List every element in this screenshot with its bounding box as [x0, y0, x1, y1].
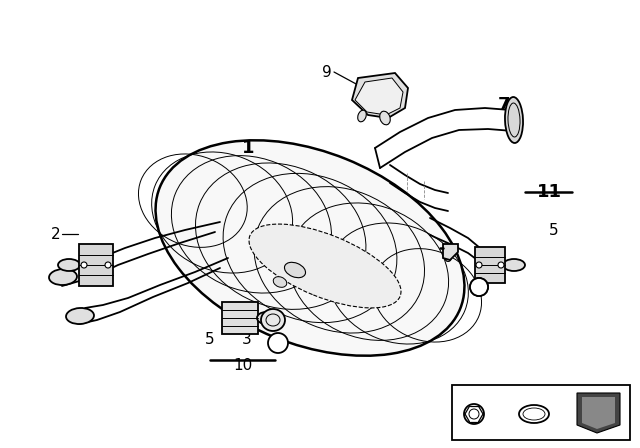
- Text: 4: 4: [456, 426, 464, 439]
- Ellipse shape: [358, 110, 366, 122]
- Ellipse shape: [505, 97, 523, 143]
- Text: 2: 2: [51, 227, 60, 241]
- Text: 9: 9: [323, 65, 332, 79]
- Bar: [79, 244, 113, 286]
- Ellipse shape: [156, 140, 465, 356]
- Bar: [222, 302, 258, 334]
- Text: 5: 5: [205, 332, 215, 348]
- Polygon shape: [582, 397, 615, 429]
- Ellipse shape: [58, 259, 80, 271]
- Ellipse shape: [273, 277, 287, 287]
- Ellipse shape: [503, 259, 525, 271]
- Text: 11: 11: [536, 183, 561, 201]
- Ellipse shape: [261, 309, 285, 331]
- Ellipse shape: [476, 262, 482, 268]
- Text: 3: 3: [242, 332, 252, 348]
- Ellipse shape: [380, 111, 390, 125]
- Text: 4: 4: [475, 280, 483, 293]
- Text: 7: 7: [498, 96, 510, 114]
- Text: 6: 6: [443, 250, 453, 266]
- Polygon shape: [355, 78, 403, 115]
- Text: 4: 4: [274, 336, 282, 349]
- Text: 8: 8: [503, 426, 511, 439]
- Ellipse shape: [498, 262, 504, 268]
- Ellipse shape: [464, 404, 484, 424]
- Ellipse shape: [105, 262, 111, 268]
- Polygon shape: [352, 73, 408, 118]
- Ellipse shape: [249, 224, 401, 308]
- Polygon shape: [577, 393, 620, 433]
- Ellipse shape: [470, 278, 488, 296]
- Ellipse shape: [81, 262, 87, 268]
- Ellipse shape: [257, 312, 275, 324]
- Text: 1: 1: [242, 139, 254, 157]
- Ellipse shape: [470, 278, 488, 296]
- Ellipse shape: [519, 405, 549, 423]
- Text: 10: 10: [234, 358, 253, 372]
- Ellipse shape: [66, 308, 94, 324]
- Text: 5: 5: [549, 223, 559, 237]
- Bar: [452, 385, 630, 440]
- Bar: [475, 247, 505, 283]
- Ellipse shape: [284, 263, 305, 278]
- Text: 00205894: 00205894: [527, 432, 583, 442]
- Ellipse shape: [49, 269, 77, 285]
- Ellipse shape: [268, 333, 288, 353]
- Polygon shape: [443, 244, 458, 260]
